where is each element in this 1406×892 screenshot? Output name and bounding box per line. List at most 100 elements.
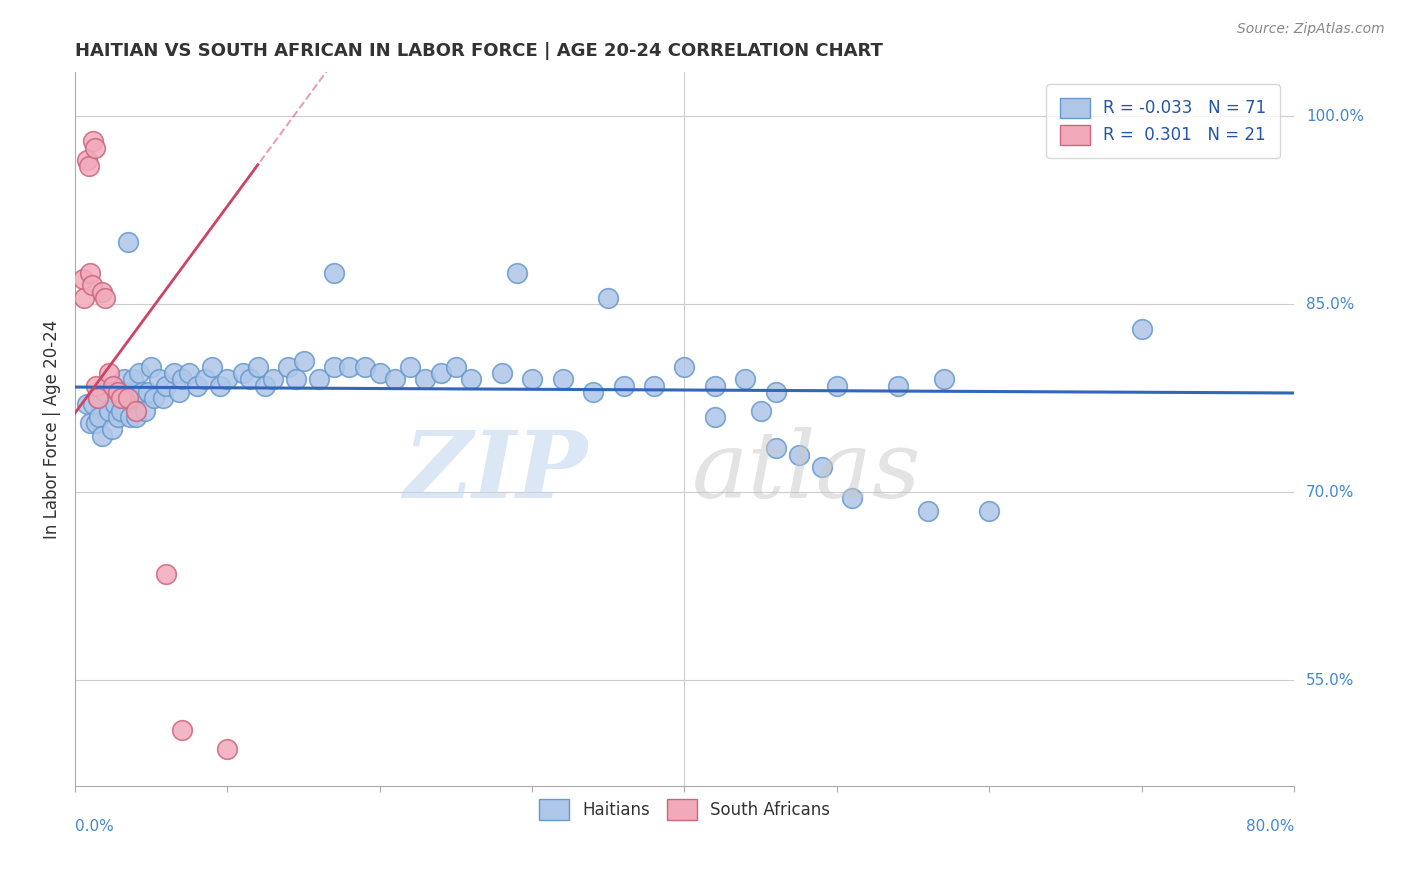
Point	[765, 442, 787, 456]
Point	[117, 391, 139, 405]
Text: 80.0%: 80.0%	[1246, 819, 1294, 834]
Text: 100.0%: 100.0%	[1306, 109, 1364, 124]
Point	[460, 372, 482, 386]
Point	[141, 359, 163, 374]
Text: atlas: atlas	[692, 427, 921, 517]
Point	[76, 153, 98, 168]
Point	[87, 391, 110, 405]
Point	[170, 372, 193, 386]
Point	[704, 378, 727, 392]
Point	[115, 384, 138, 399]
Point	[89, 409, 111, 424]
Point	[399, 359, 422, 374]
Point	[887, 378, 910, 392]
Point	[704, 409, 727, 424]
Point	[217, 372, 239, 386]
Point	[734, 372, 756, 386]
Point	[612, 378, 634, 392]
Point	[94, 291, 117, 305]
Point	[107, 384, 129, 399]
Point	[77, 160, 100, 174]
Point	[415, 372, 437, 386]
Point	[787, 448, 810, 462]
Point	[932, 372, 955, 386]
Point	[122, 372, 145, 386]
Point	[79, 266, 101, 280]
Point	[262, 372, 284, 386]
Point	[91, 428, 114, 442]
Point	[148, 372, 170, 386]
Point	[598, 291, 620, 305]
Point	[749, 403, 772, 417]
Point	[491, 366, 513, 380]
Point	[143, 391, 166, 405]
Point	[323, 359, 346, 374]
Point	[643, 378, 665, 392]
Point	[110, 391, 132, 405]
Point	[97, 403, 120, 417]
Point	[94, 384, 117, 399]
Point	[841, 491, 863, 506]
Point	[292, 353, 315, 368]
Point	[520, 372, 543, 386]
Point	[152, 391, 174, 405]
Point	[208, 378, 231, 392]
Text: Source: ZipAtlas.com: Source: ZipAtlas.com	[1237, 22, 1385, 37]
Point	[134, 403, 156, 417]
Point	[551, 372, 574, 386]
Point	[125, 409, 148, 424]
Point	[76, 397, 98, 411]
Text: 55.0%: 55.0%	[1306, 673, 1354, 688]
Point	[131, 384, 153, 399]
Point	[87, 391, 110, 405]
Point	[110, 384, 132, 399]
Point	[353, 359, 375, 374]
Text: HAITIAN VS SOUTH AFRICAN IN LABOR FORCE | AGE 20-24 CORRELATION CHART: HAITIAN VS SOUTH AFRICAN IN LABOR FORCE …	[75, 42, 883, 60]
Point	[86, 416, 108, 430]
Point	[193, 372, 215, 386]
Point	[384, 372, 406, 386]
Point	[1130, 322, 1153, 336]
Point	[155, 566, 177, 581]
Point	[254, 378, 277, 392]
Text: ZIP: ZIP	[402, 427, 586, 517]
Point	[117, 235, 139, 249]
Point	[79, 416, 101, 430]
Point	[104, 397, 127, 411]
Point	[308, 372, 330, 386]
Point	[110, 403, 132, 417]
Point	[155, 378, 177, 392]
Point	[917, 504, 939, 518]
Point	[186, 378, 208, 392]
Point	[73, 291, 96, 305]
Point	[72, 272, 94, 286]
Point	[506, 266, 529, 280]
Point	[97, 366, 120, 380]
Point	[429, 366, 451, 380]
Point	[201, 359, 224, 374]
Point	[284, 372, 307, 386]
Legend: Haitians, South Africans: Haitians, South Africans	[530, 791, 838, 828]
Point	[323, 266, 346, 280]
Point	[217, 742, 239, 756]
Point	[277, 359, 299, 374]
Point	[118, 409, 141, 424]
Text: 70.0%: 70.0%	[1306, 484, 1354, 500]
Point	[239, 372, 262, 386]
Point	[232, 366, 254, 380]
Point	[82, 397, 104, 411]
Point	[163, 366, 186, 380]
Point	[246, 359, 269, 374]
Point	[825, 378, 848, 392]
Point	[112, 372, 135, 386]
Point	[444, 359, 467, 374]
Point	[337, 359, 360, 374]
Point	[136, 384, 159, 399]
Point	[979, 504, 1001, 518]
Text: 0.0%: 0.0%	[75, 819, 114, 834]
Point	[125, 403, 148, 417]
Point	[582, 384, 605, 399]
Point	[101, 378, 124, 392]
Point	[179, 366, 201, 380]
Point	[107, 409, 129, 424]
